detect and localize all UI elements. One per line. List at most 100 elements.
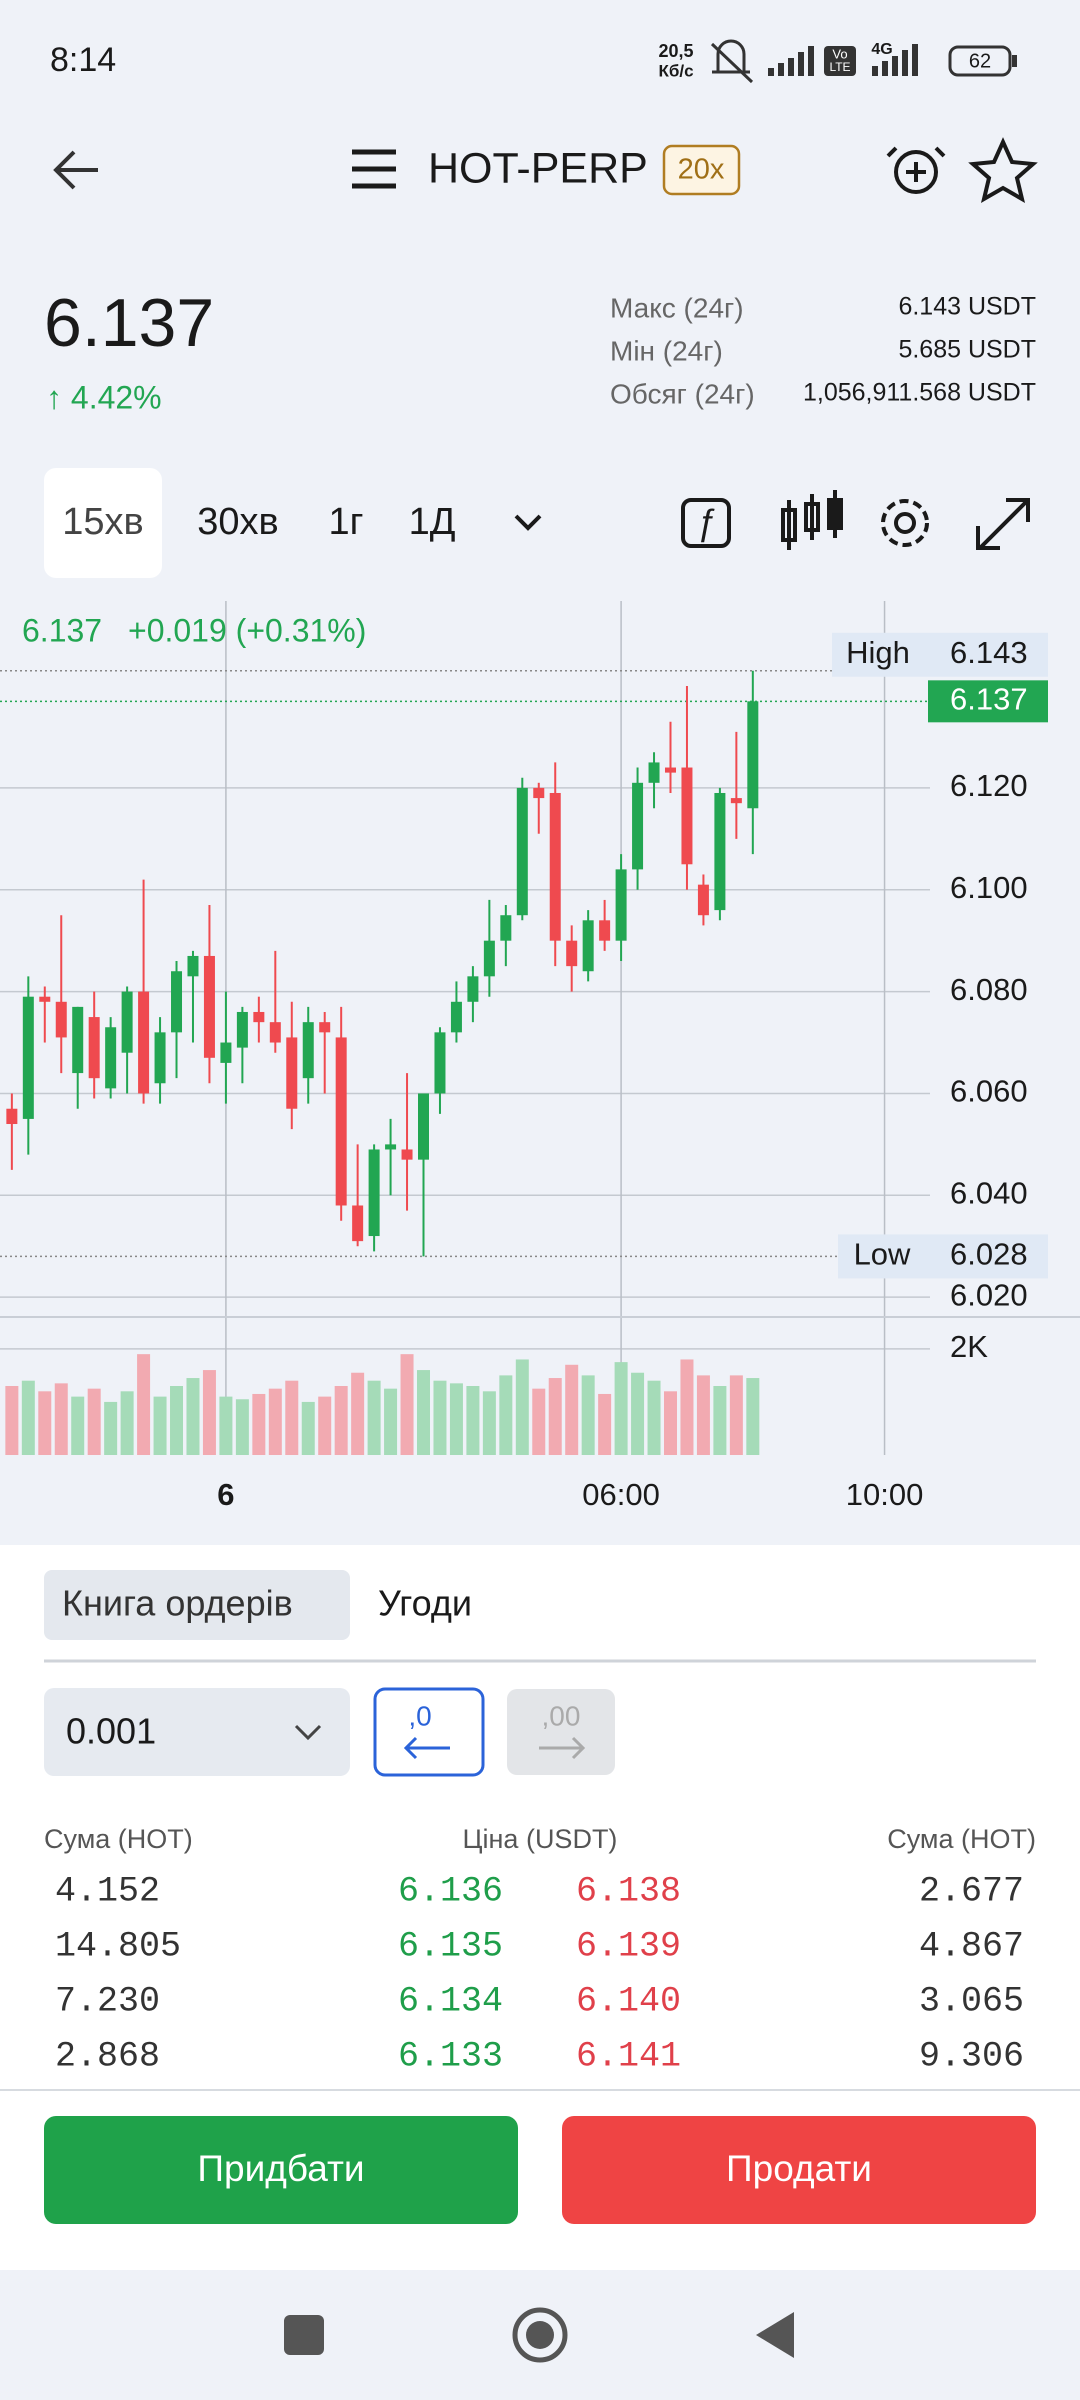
precision-less[interactable]: [373, 1687, 485, 1777]
candle-body: [632, 782, 644, 870]
candle-body: [352, 1205, 364, 1242]
volume-tick-label: 2K: [950, 1329, 988, 1364]
candle-body: [319, 1022, 331, 1033]
volume-bar: [680, 1359, 694, 1455]
interval[interactable]: 1Д: [409, 501, 456, 543]
ask-amount: 4.867: [919, 1926, 1024, 1966]
volume-bar: [466, 1386, 480, 1455]
leverage-badge[interactable]: [662, 144, 741, 196]
candle-body: [467, 976, 479, 1002]
indicator-button[interactable]: ƒ: [681, 498, 731, 548]
back-button[interactable]: [53, 150, 98, 190]
volume-bar: [186, 1378, 200, 1455]
tab[interactable]: Книга ордерів: [62, 1583, 293, 1624]
precision-select[interactable]: [44, 1688, 350, 1776]
volume-bar: [663, 1391, 677, 1455]
x-tick-label: 06:00: [582, 1477, 660, 1512]
precision-value[interactable]: 0.001: [66, 1711, 156, 1752]
last-price-tag: [928, 680, 1048, 723]
status-speed: 20,5: [658, 41, 693, 61]
candle-body: [269, 1022, 281, 1043]
interval[interactable]: 1г: [329, 501, 364, 543]
interval[interactable]: 15хв: [62, 501, 143, 543]
arrow: [403, 1736, 450, 1760]
candle-body: [566, 940, 578, 967]
volume-bar: [5, 1386, 19, 1455]
symbol[interactable]: HOT-PERP: [428, 144, 648, 192]
more-intervals[interactable]: [514, 514, 542, 531]
volume-bar: [318, 1396, 332, 1455]
x-tick-label: 10:00: [846, 1477, 924, 1512]
volume-bar: [532, 1388, 546, 1455]
battery-level: 62: [969, 50, 991, 72]
ask-amount: 2.677: [919, 1871, 1024, 1911]
nav-recents[interactable]: [284, 2315, 324, 2355]
volume-bar: [285, 1380, 299, 1455]
mute-icon: [710, 39, 754, 84]
bid-amount: 14.805: [55, 1926, 181, 1966]
low-label-bg: [838, 1234, 1048, 1279]
volume-bar: [713, 1386, 727, 1455]
volume-bar: [482, 1391, 496, 1455]
leverage[interactable]: 20x: [678, 154, 725, 186]
candle-body: [335, 1037, 347, 1206]
chart-type-button[interactable]: [781, 490, 843, 550]
bid-price: 6.136: [398, 1871, 503, 1911]
candle-body: [747, 701, 759, 809]
volume-bar: [581, 1375, 595, 1455]
settings-button[interactable]: [881, 499, 929, 547]
fullscreen-button[interactable]: [976, 498, 1030, 550]
last-price: 6.137: [44, 285, 214, 361]
volume-bar: [268, 1388, 282, 1455]
volume-bar: [104, 1401, 118, 1455]
candle-body: [664, 767, 676, 773]
volume-bar: [38, 1391, 52, 1455]
interval-selected-bg: [44, 468, 162, 578]
chevron: [294, 1724, 322, 1741]
candle-body: [121, 991, 133, 1053]
volume-bar: [301, 1401, 315, 1455]
buy-button[interactable]: [44, 2116, 518, 2224]
candle-body: [368, 1149, 380, 1237]
volte-text: LTE: [829, 60, 850, 74]
interval[interactable]: 30хв: [197, 501, 278, 543]
y-tick-label: 6.020: [950, 1277, 1028, 1312]
candle-body: [39, 996, 51, 1002]
orderbook-header: Сума (HOT): [887, 1824, 1036, 1854]
ask-price: 6.140: [576, 1981, 681, 2021]
menu-button[interactable]: [352, 149, 396, 189]
tab[interactable]: Угоди: [378, 1583, 472, 1624]
volte-badge: [824, 46, 856, 76]
sell-button[interactable]: [562, 2116, 1036, 2224]
volume-bar: [334, 1386, 348, 1455]
high-value: 6.143: [950, 635, 1028, 670]
orderbook-header: Сума (HOT): [44, 1824, 193, 1854]
bid-amount: 2.868: [55, 2036, 160, 2076]
candle-body: [582, 920, 594, 972]
buy-label[interactable]: Придбати: [197, 2148, 364, 2189]
favorite-button[interactable]: [968, 137, 1038, 204]
bid-price: 6.134: [398, 1981, 503, 2021]
volume-bar: [631, 1372, 645, 1455]
precision-less-label[interactable]: ,0: [408, 1700, 431, 1731]
alert-button[interactable]: [886, 146, 946, 194]
nav-home[interactable]: [512, 2307, 568, 2363]
legend-change: +0.019 (+0.31%): [128, 612, 366, 648]
volume-bar: [170, 1386, 184, 1455]
volume-bar: [614, 1362, 628, 1455]
indicator-glyph: ƒ: [696, 502, 716, 544]
candle-body: [302, 1022, 314, 1079]
stat-value: 1,056,911.568 USDT: [803, 379, 1036, 407]
low-value: 6.028: [950, 1237, 1028, 1272]
volume-bar: [153, 1396, 167, 1455]
candle-body: [220, 1042, 232, 1063]
nav-back[interactable]: [756, 2312, 794, 2358]
tab-selected-bg: [44, 1570, 350, 1640]
battery: [948, 45, 1012, 77]
volume-bar: [400, 1354, 414, 1455]
sell-label[interactable]: Продати: [726, 2148, 872, 2189]
volume-bar: [515, 1359, 529, 1455]
candle-body: [697, 884, 709, 916]
candle-body: [138, 991, 150, 1094]
